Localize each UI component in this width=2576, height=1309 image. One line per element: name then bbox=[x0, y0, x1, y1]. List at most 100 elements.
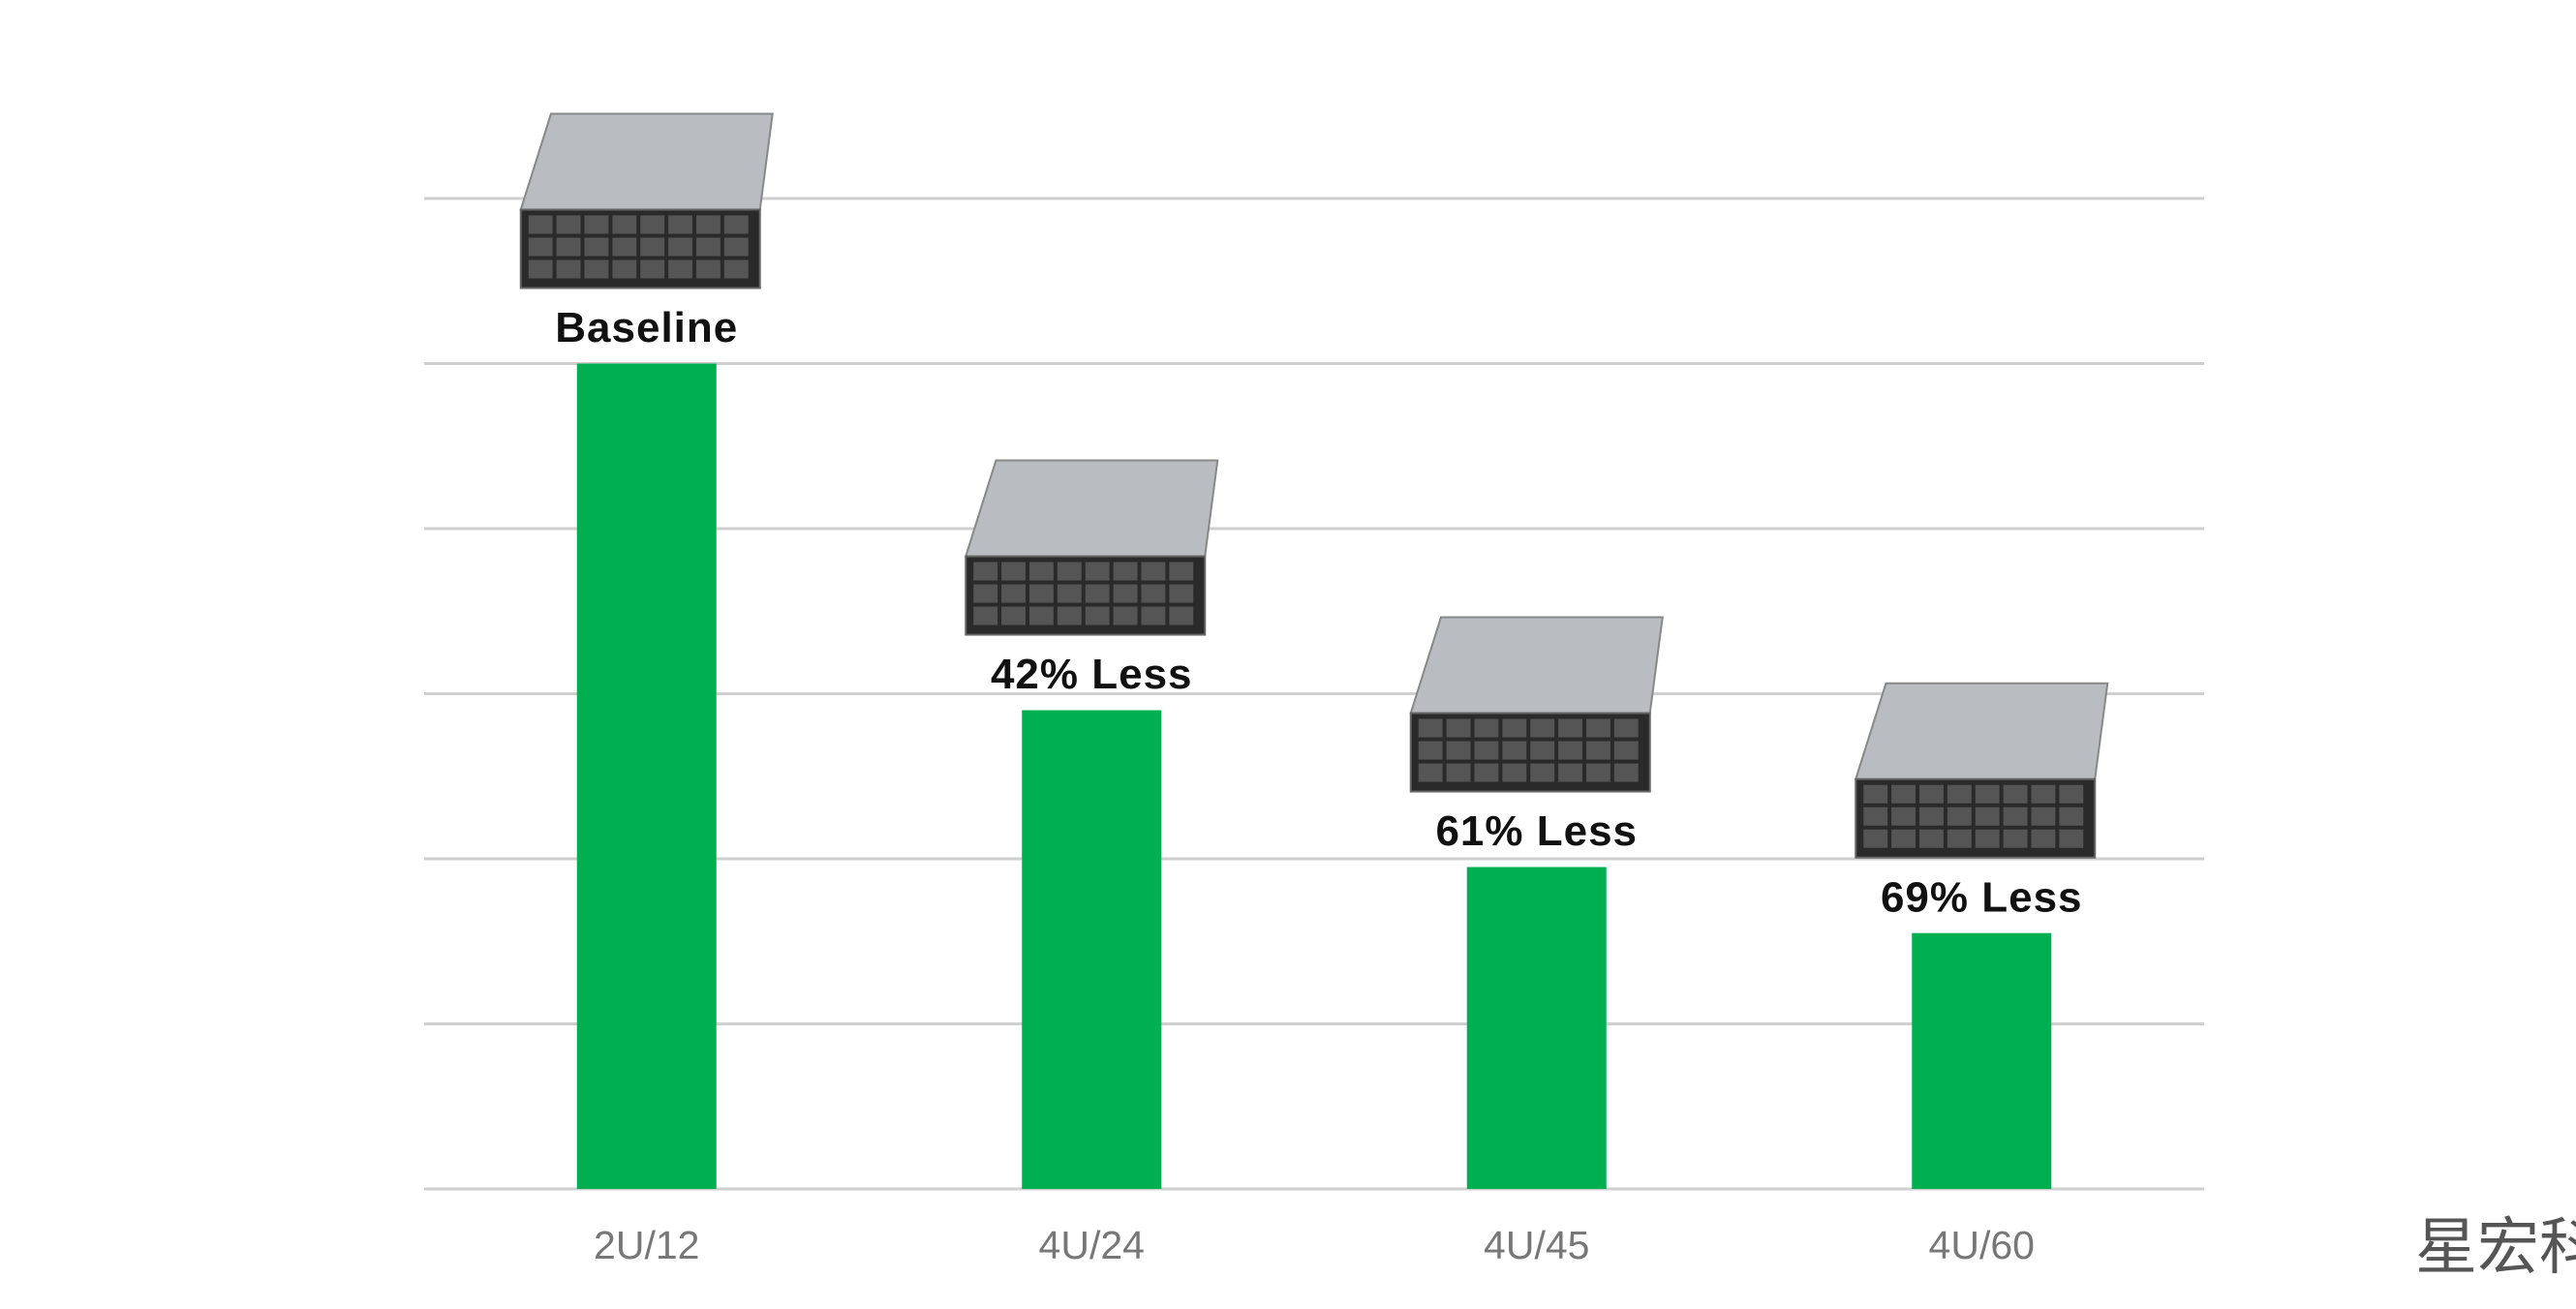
server-part bbox=[1029, 606, 1054, 625]
server-image bbox=[519, 112, 774, 289]
x-tick-label: 4U/45 bbox=[1484, 1223, 1589, 1267]
server-part bbox=[1975, 784, 2000, 804]
server-part bbox=[2003, 829, 2028, 848]
server-part bbox=[2003, 784, 2028, 804]
server-image bbox=[1854, 682, 2109, 859]
server-image bbox=[964, 459, 1219, 636]
server-part bbox=[556, 259, 581, 279]
server-part bbox=[2003, 807, 2028, 826]
server-part bbox=[1502, 741, 1527, 760]
server-part bbox=[528, 259, 553, 279]
bar bbox=[1466, 867, 1607, 1189]
server-part bbox=[2059, 829, 2084, 848]
server-part bbox=[1975, 807, 2000, 826]
bar-annotation: 69% Less bbox=[1881, 873, 2083, 921]
x-tick-label: 4U/60 bbox=[1929, 1223, 2035, 1267]
server-part bbox=[1141, 606, 1166, 625]
server-part bbox=[696, 237, 721, 257]
server-part bbox=[723, 237, 749, 257]
server-part bbox=[1502, 763, 1527, 782]
server-part bbox=[1141, 584, 1166, 603]
server-part bbox=[973, 584, 998, 603]
server-part bbox=[640, 237, 665, 257]
server-part bbox=[556, 215, 581, 234]
server-part bbox=[1863, 829, 1888, 848]
server-part bbox=[1863, 784, 1888, 804]
server-part bbox=[1085, 606, 1110, 625]
server-part bbox=[668, 259, 692, 279]
server-part bbox=[1891, 829, 1916, 848]
server-part bbox=[1975, 829, 2000, 848]
server-part bbox=[1409, 616, 1664, 715]
server-part bbox=[696, 215, 721, 234]
watermark: 星宏科技 bbox=[2415, 1212, 2576, 1282]
server-part bbox=[1891, 807, 1916, 826]
server-part bbox=[723, 215, 749, 234]
server-part bbox=[723, 259, 749, 279]
server-part bbox=[1446, 741, 1471, 760]
server-part bbox=[1141, 562, 1166, 581]
server-part bbox=[1530, 763, 1555, 782]
server-part bbox=[1586, 741, 1610, 760]
server-part bbox=[612, 215, 637, 234]
server-part bbox=[1474, 718, 1499, 738]
server-part bbox=[973, 562, 998, 581]
server-part bbox=[1085, 562, 1110, 581]
server-part bbox=[584, 259, 609, 279]
server-part bbox=[1418, 718, 1443, 738]
server-part bbox=[1891, 784, 1916, 804]
server-part bbox=[584, 215, 609, 234]
server-part bbox=[2031, 784, 2056, 804]
server-part bbox=[1613, 741, 1639, 760]
server-part bbox=[1558, 763, 1582, 782]
server-part bbox=[1919, 829, 1944, 848]
server-part bbox=[973, 606, 998, 625]
server-part bbox=[1558, 718, 1582, 738]
server-part bbox=[1113, 606, 1138, 625]
x-tick-label: 2U/12 bbox=[594, 1223, 699, 1267]
bar-annotation: 42% Less bbox=[991, 651, 1193, 698]
server-part bbox=[1001, 606, 1026, 625]
server-part bbox=[1947, 784, 1972, 804]
bar bbox=[1912, 932, 2052, 1189]
server-image bbox=[1409, 616, 1664, 793]
server-part bbox=[528, 215, 553, 234]
server-part bbox=[964, 459, 1219, 558]
server-part bbox=[1863, 807, 1888, 826]
server-part bbox=[1057, 562, 1082, 581]
server-part bbox=[1169, 584, 1194, 603]
server-part bbox=[640, 215, 665, 234]
server-part bbox=[1113, 584, 1138, 603]
server-part bbox=[1530, 741, 1555, 760]
server-part bbox=[1586, 763, 1610, 782]
server-part bbox=[1446, 718, 1471, 738]
server-part bbox=[1613, 718, 1639, 738]
server-part bbox=[1001, 584, 1026, 603]
server-part bbox=[612, 259, 637, 279]
server-part bbox=[1947, 829, 1972, 848]
server-part bbox=[1474, 763, 1499, 782]
server-part bbox=[668, 237, 692, 257]
x-tick-label: 4U/24 bbox=[1039, 1223, 1145, 1267]
server-part bbox=[1530, 718, 1555, 738]
server-part bbox=[1586, 718, 1610, 738]
server-part bbox=[1558, 741, 1582, 760]
server-part bbox=[584, 237, 609, 257]
server-part bbox=[1947, 807, 1972, 826]
server-part bbox=[612, 237, 637, 257]
bar-annotation: Baseline bbox=[555, 304, 738, 351]
server-part bbox=[1502, 718, 1527, 738]
server-part bbox=[2059, 807, 2084, 826]
server-part bbox=[1169, 562, 1194, 581]
server-part bbox=[519, 112, 774, 211]
server-part bbox=[1085, 584, 1110, 603]
server-part bbox=[2059, 784, 2084, 804]
server-part bbox=[2031, 807, 2056, 826]
server-part bbox=[696, 259, 721, 279]
server-part bbox=[556, 237, 581, 257]
server-part bbox=[2031, 829, 2056, 848]
bar bbox=[1022, 710, 1162, 1189]
server-part bbox=[1919, 807, 1944, 826]
server-part bbox=[1418, 741, 1443, 760]
